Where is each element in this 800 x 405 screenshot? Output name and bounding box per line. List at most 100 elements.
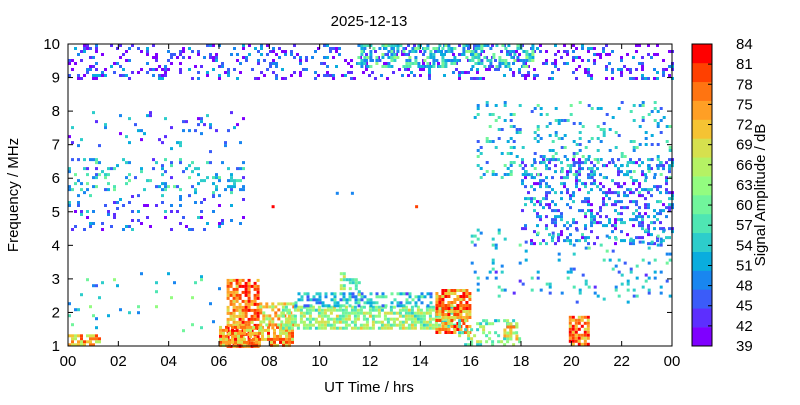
spectrogram-cell [659,131,663,134]
spectrogram-cell [656,200,659,204]
spectrogram-cell [501,44,505,47]
spectrogram-cell [287,311,291,315]
spectrogram-cell [215,53,218,56]
spectrogram-cell [586,336,590,340]
spectrogram-cell [548,282,552,286]
spectrogram-cell [497,294,501,298]
spectrogram-cell [347,314,351,318]
spectrogram-cell [240,331,243,335]
spectrogram-cell [224,188,227,192]
spectrogram-cell [405,292,409,296]
spectrogram-cell [557,233,560,237]
spectrogram-cell [479,53,482,56]
spectrogram-cell [273,334,276,338]
spectrogram-cell [383,62,386,65]
spectrogram-cell [471,56,475,59]
spectrogram-cell [599,128,603,131]
spectrogram-cell [513,59,517,62]
spectrogram-cell [237,334,240,338]
spectrogram-cell [353,314,357,318]
spectrogram-cell [614,224,617,228]
spectrogram-cell [122,204,125,207]
spectrogram-cell [377,311,381,315]
spectrogram-cell [456,325,460,328]
spectrogram-cell [512,50,515,53]
spectrogram-cell [404,317,408,321]
spectrogram-cell [602,122,606,125]
spectrogram-cell [164,170,167,174]
spectrogram-cell [447,304,451,307]
spectrogram-cell [650,221,653,225]
spectrogram-cell [244,284,248,288]
spectrogram-cell [80,340,83,344]
spectrogram-cell [384,53,388,56]
spectrogram-cell [215,188,218,192]
spectrogram-cell [194,65,197,68]
spectrogram-cell [226,311,230,315]
spectrogram-cell [539,242,542,246]
spectrogram-cell [396,304,400,308]
spectrogram-cell [387,65,391,68]
spectrogram-cell [545,185,548,189]
spectrogram-cell [256,284,260,288]
spectrogram-cell [80,59,83,62]
spectrogram-cell [441,316,445,319]
spectrogram-cell [473,234,477,238]
spectrogram-cell [503,164,507,167]
spectrogram-cell [281,323,285,327]
spectrogram-cell [318,292,322,296]
spectrogram-cell [566,191,569,195]
spectrogram-cell [605,194,608,198]
spectrogram-cell [491,44,494,47]
spectrogram-cell [458,322,462,326]
colorbar-tick-label: 45 [736,298,753,315]
spectrogram-cell [485,319,489,323]
spectrogram-cell [569,233,572,237]
spectrogram-cell [568,333,572,337]
spectrogram-cell [668,227,671,231]
spectrogram-cell [232,278,236,282]
spectrogram-cell [188,176,191,180]
spectrogram-cell [107,167,110,171]
spectrogram-cell [119,74,122,77]
spectrogram-cell [545,125,549,128]
spectrogram-cell [359,308,363,312]
spectrogram-cell [170,164,173,168]
spectrogram-cell [438,331,442,334]
spectrogram-cell [629,176,633,179]
spectrogram-cell [500,288,504,292]
spectrogram-cell [247,302,251,306]
spectrogram-cell [281,68,284,71]
spectrogram-cell [366,56,370,59]
spectrogram-cell [92,334,95,338]
spectrogram-cell [434,314,438,318]
spectrogram-cell [234,331,237,335]
spectrogram-cell [293,71,296,74]
spectrogram-cell [341,317,345,321]
spectrogram-cell [429,301,433,305]
spectrogram-cell [365,62,368,65]
spectrogram-cell [566,227,569,231]
spectrogram-cell [503,237,507,241]
spectrogram-cell [299,308,303,312]
spectrogram-cell [387,50,391,53]
spectrogram-cell [503,44,506,47]
spectrogram-cell [530,110,534,113]
spectrogram-cell [368,74,371,77]
spectrogram-cell [620,185,623,189]
spectrogram-cell [459,310,463,313]
spectrogram-cell [86,47,89,50]
spectrogram-cell [68,167,71,171]
spectrogram-cell [101,74,104,77]
spectrogram-cell [399,292,403,296]
spectrogram-cell [545,113,549,116]
spectrogram-cell [95,50,98,53]
spectrogram-cell [92,74,95,77]
spectrogram-cell [571,318,575,322]
spectrogram-cell [188,228,191,231]
spectrogram-cell [272,59,275,62]
spectrogram-cell [206,71,209,74]
spectrogram-cell [404,68,407,71]
spectrogram-cell [260,71,263,74]
